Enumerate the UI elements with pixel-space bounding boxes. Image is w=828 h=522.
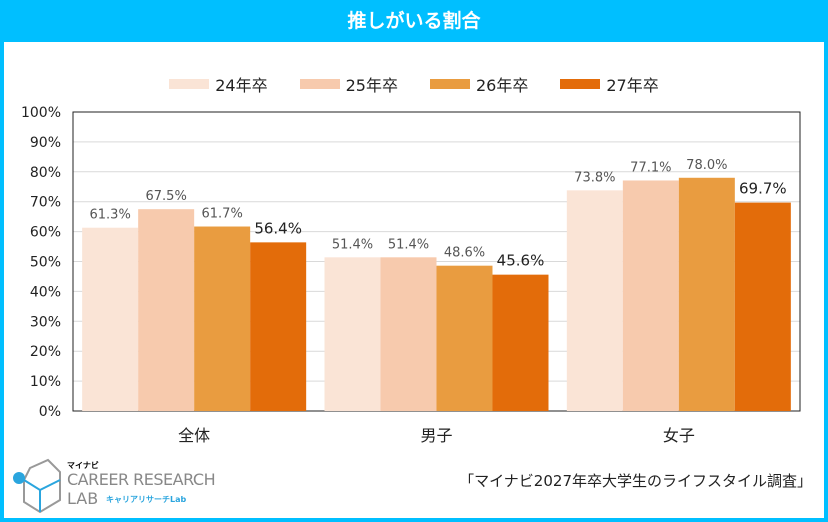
legend-label: 26年卒 — [476, 76, 529, 95]
data-label: 48.6% — [444, 246, 485, 261]
bar — [380, 257, 437, 411]
data-label: 51.4% — [332, 237, 373, 252]
data-label: 78.0% — [686, 158, 727, 173]
y-tick-label: 50% — [30, 255, 61, 271]
y-tick-label: 30% — [30, 314, 61, 330]
data-label: 69.7% — [739, 180, 787, 198]
y-tick-label: 0% — [39, 404, 61, 420]
legend-label: 25年卒 — [345, 76, 398, 95]
x-tick-label: 男子 — [420, 426, 452, 445]
data-label: 51.4% — [388, 237, 429, 252]
data-label: 77.1% — [630, 160, 671, 175]
y-tick-label: 60% — [30, 225, 61, 241]
bar — [492, 274, 549, 411]
x-tick-label: 女子 — [663, 426, 695, 445]
logo-line2: LAB — [67, 489, 99, 508]
logo-cube-icon — [13, 458, 61, 514]
y-tick-label: 80% — [30, 165, 61, 181]
legend-item: 25年卒 — [299, 72, 398, 96]
bar — [82, 227, 139, 411]
x-tick-label: 全体 — [178, 426, 210, 445]
legend-swatch — [169, 79, 210, 89]
legend-item: 27年卒 — [560, 72, 659, 96]
legend-label: 27年卒 — [606, 76, 659, 95]
bar — [734, 202, 791, 411]
bar — [622, 180, 679, 411]
logo-line1: CAREER RESEARCH — [67, 470, 216, 489]
legend-item: 26年卒 — [430, 72, 528, 96]
data-label: 61.7% — [202, 207, 243, 222]
bar — [138, 209, 195, 411]
y-tick-label: 70% — [30, 195, 61, 211]
logo-sub: キャリアリサーチLab — [106, 495, 187, 504]
source-note: 「マイナビ2027年卒大学生のライフスタイル調査」 — [459, 472, 812, 490]
y-tick-label: 90% — [30, 135, 61, 151]
legend-swatch — [430, 79, 470, 89]
bar — [566, 190, 623, 411]
legend: 24年卒 25年卒 26年卒 27年卒 — [0, 72, 828, 96]
legend-item: 24年卒 — [169, 72, 268, 96]
data-label: 45.6% — [497, 252, 545, 270]
legend-label: 24年卒 — [215, 76, 268, 95]
bar — [678, 177, 735, 411]
logo-brand: マイナビ — [67, 461, 99, 470]
bar — [194, 226, 251, 411]
y-tick-label: 10% — [30, 374, 61, 390]
legend-swatch — [299, 79, 340, 89]
data-label: 61.3% — [90, 208, 131, 223]
bar — [436, 265, 493, 411]
data-label: 56.4% — [254, 219, 302, 237]
y-tick-label: 40% — [30, 284, 61, 300]
y-tick-label: 100% — [21, 105, 61, 121]
data-label: 67.5% — [146, 189, 187, 204]
y-tick-label: 20% — [30, 344, 61, 360]
bar — [324, 257, 381, 411]
data-label: 73.8% — [574, 170, 615, 185]
legend-swatch — [560, 79, 601, 89]
bar — [250, 242, 307, 411]
chart-title: 推しがいる割合 — [0, 0, 828, 42]
